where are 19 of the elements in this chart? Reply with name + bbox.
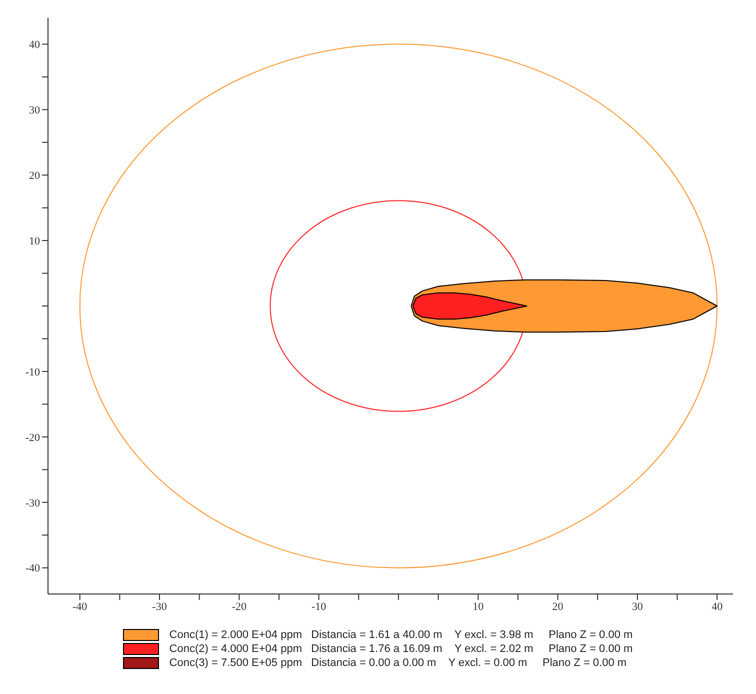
y-tick-label: 30 — [29, 104, 40, 117]
y-tick-label: -40 — [25, 562, 40, 575]
x-tick-label: 30 — [632, 600, 644, 613]
y-tick-label: 40 — [29, 39, 40, 52]
x-tick-label: 20 — [552, 600, 564, 613]
x-tick-label: 40 — [712, 600, 724, 613]
legend-label: Conc(3) = 7.500 E+05 ppm Distancia = 0.00 a 0.00 m Y excl. = 0.00 m Plano Z = 0.00 m — [169, 657, 627, 669]
legend-label: Conc(1) = 2.000 E+04 ppm Distancia = 1.61 a 40.00 m Y excl. = 3.98 m Plano Z = 0.00 m — [169, 629, 633, 641]
x-tick-label: -20 — [232, 600, 247, 613]
y-tick-label: -20 — [25, 432, 40, 444]
x-tick-label: 10 — [472, 600, 484, 613]
x-tick-label: -10 — [311, 600, 327, 613]
x-tick-label: -30 — [152, 600, 168, 613]
y-tick-label: -30 — [25, 497, 40, 510]
legend-label: Conc(2) = 4.000 E+04 ppm Distancia = 1.76 a 16.09 m Y excl. = 2.02 m Plano Z = 0.00 m — [169, 643, 633, 655]
y-tick-label: 20 — [29, 170, 40, 182]
y-tick-label: 10 — [29, 235, 40, 248]
y-tick-label: -10 — [25, 366, 40, 378]
x-tick-label: -40 — [72, 600, 88, 613]
